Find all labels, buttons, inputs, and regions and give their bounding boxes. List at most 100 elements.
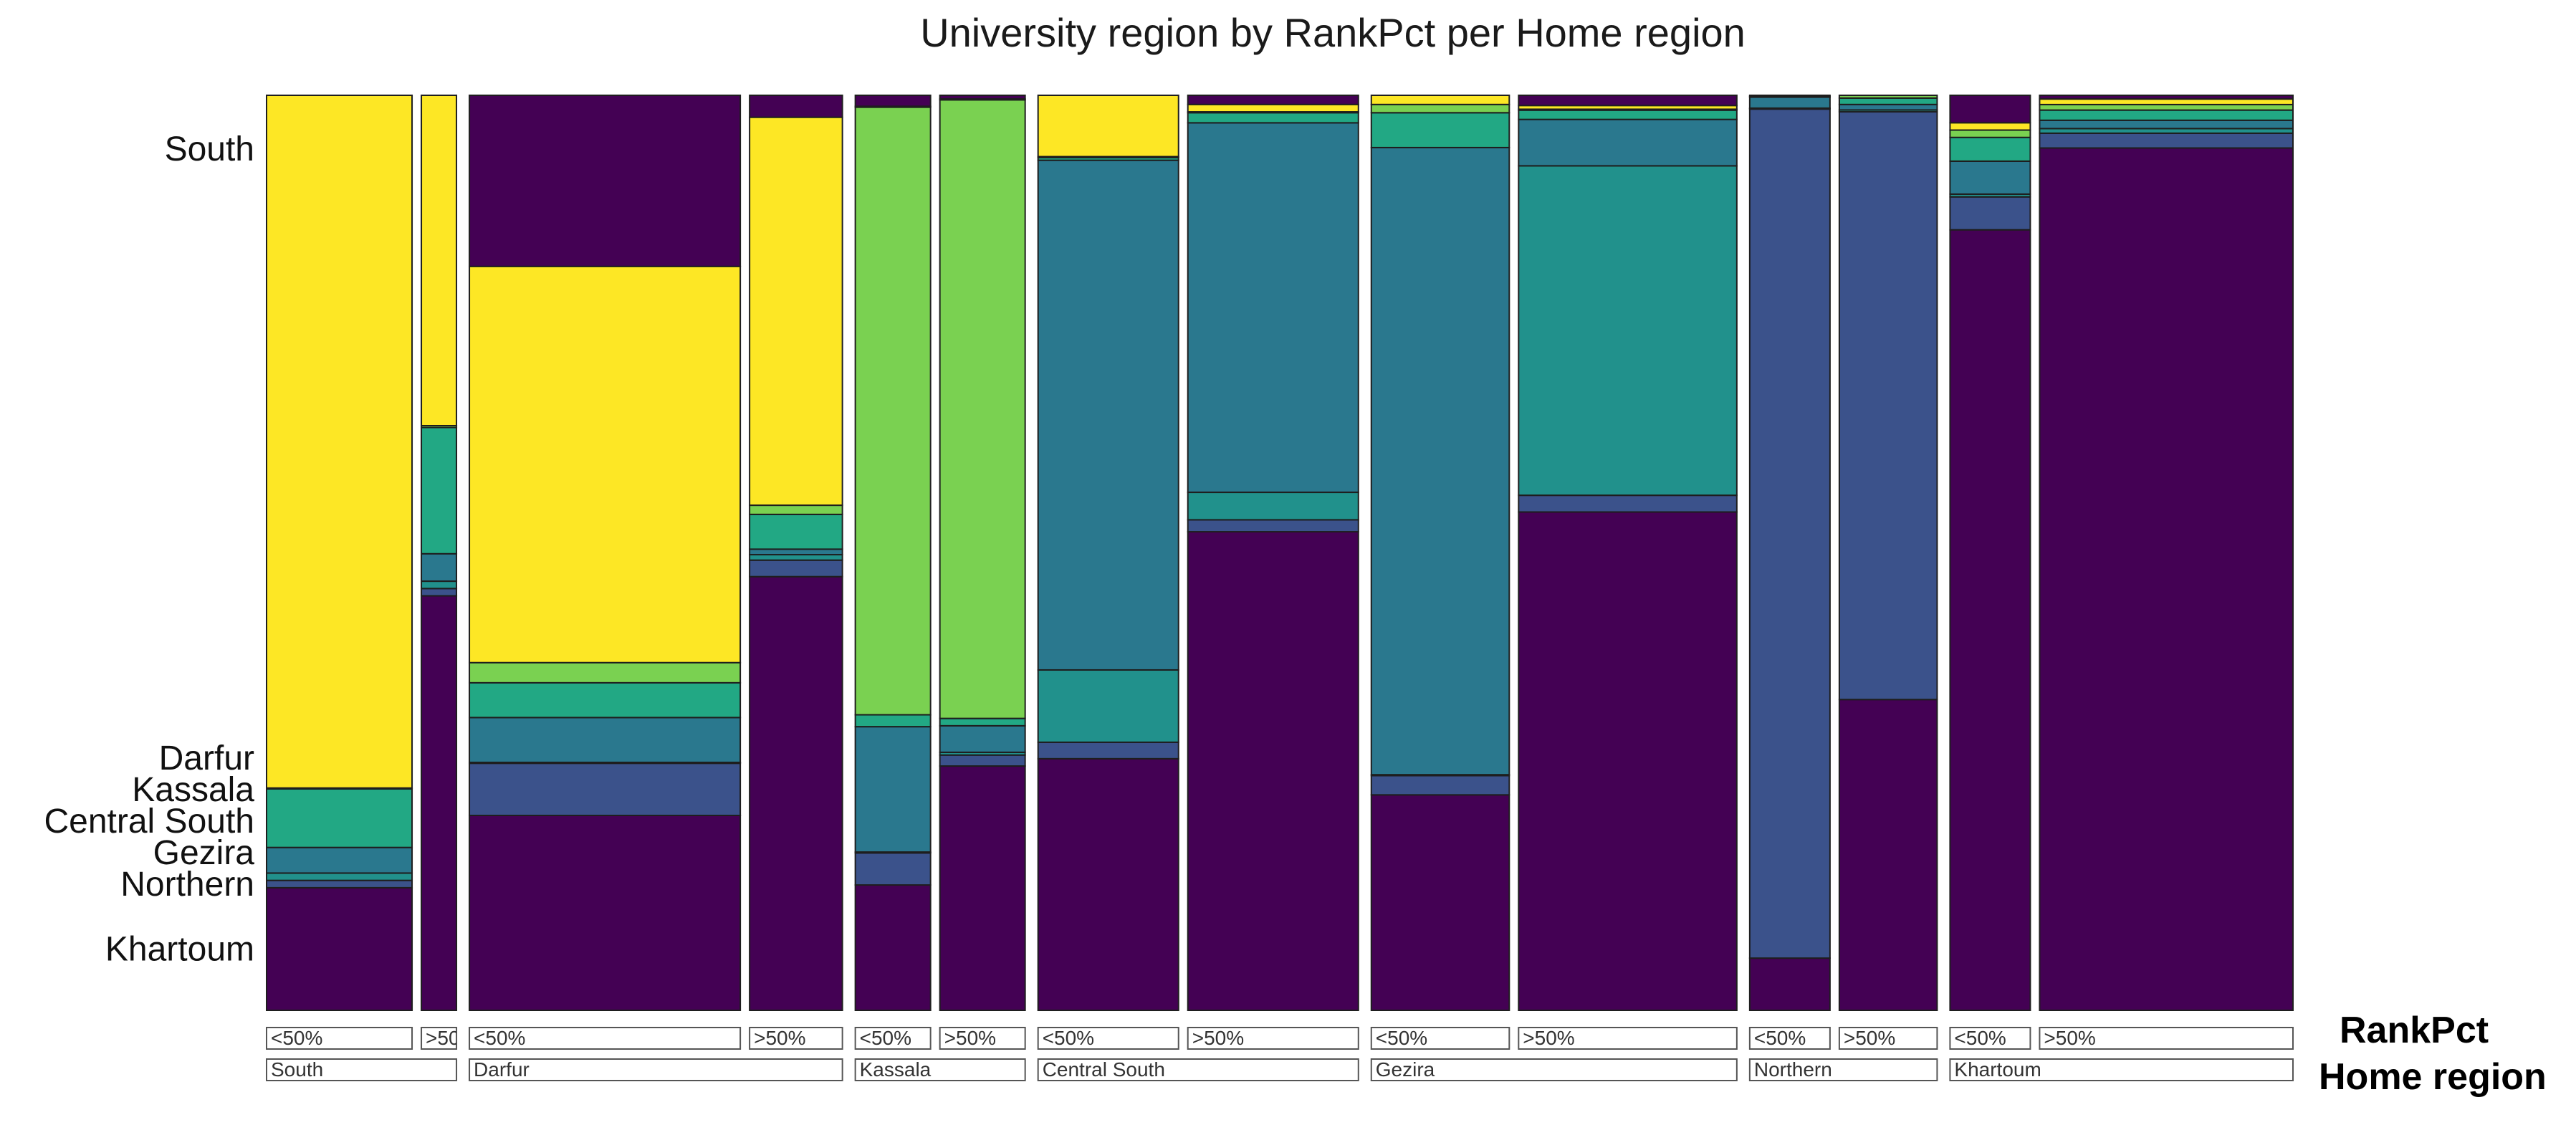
mosaic-cell-kassala-low-4 [854,714,932,728]
mosaic-cell-kassala-low-5 [854,106,932,716]
mosaic-cell-khartoum-low-1 [1949,196,2031,231]
mosaic-cell-khartoum-low-7 [1949,95,2031,124]
mosaic-cell-south-low-4 [266,787,413,848]
home-region-strip-label: Gezira [1376,1058,1435,1081]
mosaic-cell-kassala-high-4 [939,717,1026,727]
mosaic-cell-gezira-low-6 [1370,95,1510,105]
rankpct-strip-box [421,1027,458,1050]
mosaic-cell-khartoum-low-6 [1949,122,2031,131]
mosaic-cell-kassala-high-1 [939,754,1026,767]
rankpct-strip-box [266,1027,413,1050]
rankpct-strip-box [1748,1027,1831,1050]
mosaic-cell-central-south-low-0 [1037,757,1179,1012]
rankpct-strip-box [2039,1027,2294,1050]
mosaic-cell-darfur-low-5 [469,661,742,684]
mosaic-cell-northern-low-1 [1748,108,1831,959]
mosaic-cell-kassala-low-7 [854,95,932,107]
mosaic-cell-khartoum-low-4 [1949,136,2031,162]
home-region-strip-box [854,1058,1026,1081]
home-region-strip-label: South [271,1058,323,1081]
home-region-strip-label: Khartoum [1954,1058,2041,1081]
rankpct-strip-label: >50% [1844,1027,1895,1049]
y-label-south: South [165,130,254,168]
rankpct-strip-label: >50% [1192,1027,1244,1049]
rankpct-strip-label: <50% [474,1027,525,1049]
mosaic-cell-northern-low-3 [1748,96,1831,109]
mosaic-cell-northern-high-5 [1838,95,1938,99]
mosaic-cell-darfur-high-1 [749,559,843,578]
facet-strips: <50% >50% South <50% >50% Darfur <50% >50% Kassa… [266,1027,2294,1081]
rankpct-strip-label: <50% [1043,1027,1094,1049]
rankpct-strip-label: >50% [754,1027,805,1049]
rankpct-strip-box [1838,1027,1938,1050]
mosaic-cell-kassala-high-7 [939,95,1026,100]
x-inner-axis-title: RankPct [2340,1010,2489,1051]
rankpct-strip-box [749,1027,843,1050]
home-region-strip-label: Central South [1043,1058,1165,1081]
rankpct-strip-box [854,1027,932,1050]
mosaic-cell-gezira-high-3 [1518,118,1738,167]
mosaic-cell-gezira-low-5 [1370,103,1510,114]
mosaic-cell-northern-low-0 [1748,957,1831,1012]
home-region-strip-label: Northern [1754,1058,1832,1081]
mosaic-cell-darfur-high-4 [749,513,843,550]
mosaic-cell-central-south-high-3 [1187,122,1359,494]
y-label-gezira: Gezira [153,834,255,872]
mosaic-cell-gezira-low-3 [1370,146,1510,776]
mosaic-cell-gezira-high-4 [1518,109,1738,120]
y-label-khartoum: Khartoum [105,930,254,968]
rankpct-strip-label: <50% [1376,1027,1427,1049]
y-label-central-south: Central South [44,803,254,841]
mosaic-cell-khartoum-high-3 [2039,119,2294,130]
mosaic-cell-south-low-0 [266,886,413,1011]
mosaic-cell-darfur-high-5 [749,504,843,515]
mosaic-cell-khartoum-high-7 [2039,95,2294,100]
mosaic-cell-darfur-low-3 [469,717,742,763]
mosaic-cell-kassala-high-3 [939,724,1026,753]
mosaic-cell-khartoum-high-1 [2039,132,2294,149]
rankpct-strip-label: <50% [1754,1027,1806,1049]
mosaic-cell-central-south-high-4 [1187,112,1359,124]
home-region-strip-label: Darfur [474,1058,530,1081]
mosaic-cell-darfur-low-6 [469,265,742,664]
mosaic-cell-darfur-high-3 [749,548,843,556]
mosaic-cell-south-high-1 [421,588,458,597]
mosaic-cell-central-south-low-1 [1037,741,1179,760]
mosaic-cell-darfur-high-6 [749,116,843,507]
rankpct-strip-label: <50% [1954,1027,2006,1049]
mosaic-cell-south-high-2 [421,580,458,590]
rankpct-strip-label: <50% [860,1027,911,1049]
mosaic-cell-central-south-low-6 [1037,95,1179,158]
mosaic-cell-gezira-low-4 [1370,112,1510,148]
rankpct-strip-box [1037,1027,1179,1050]
mosaic-cell-south-low-2 [266,872,413,881]
mosaic-cell-khartoum-low-3 [1949,160,2031,195]
rankpct-strip-label: >50% [944,1027,996,1049]
mosaic-cell-kassala-low-0 [854,884,932,1012]
rankpct-strip-box [939,1027,1026,1050]
mosaic-cell-darfur-low-0 [469,815,742,1011]
home-region-strip-label: Kassala [860,1058,932,1081]
mosaic-cell-central-south-low-3 [1037,159,1179,671]
mosaic-cell-northern-high-0 [1838,699,1938,1011]
mosaic-cell-central-south-high-6 [1187,103,1359,113]
mosaic-cell-northern-high-4 [1838,97,1938,105]
mosaic-cell-khartoum-low-0 [1949,229,2031,1012]
mosaic-cell-kassala-low-3 [854,726,932,853]
mosaic-cell-kassala-low-1 [854,852,932,886]
home-region-strip-box [469,1058,843,1081]
mosaic-cell-gezira-high-2 [1518,165,1738,497]
mosaic-cell-kassala-high-0 [939,765,1026,1012]
y-label-northern: Northern [120,866,254,904]
mosaic-cell-kassala-high-5 [939,99,1026,719]
mosaic-cell-northern-high-3 [1838,103,1938,111]
mosaic-cell-khartoum-high-6 [2039,98,2294,105]
rankpct-strip-box [1370,1027,1510,1050]
rankpct-strip-box [469,1027,742,1050]
mosaic-cell-south-low-1 [266,879,413,889]
rankpct-strip-box [1949,1027,2031,1050]
mosaic-cell-darfur-high-0 [749,575,843,1011]
mosaic-cell-central-south-low-2 [1037,669,1179,743]
